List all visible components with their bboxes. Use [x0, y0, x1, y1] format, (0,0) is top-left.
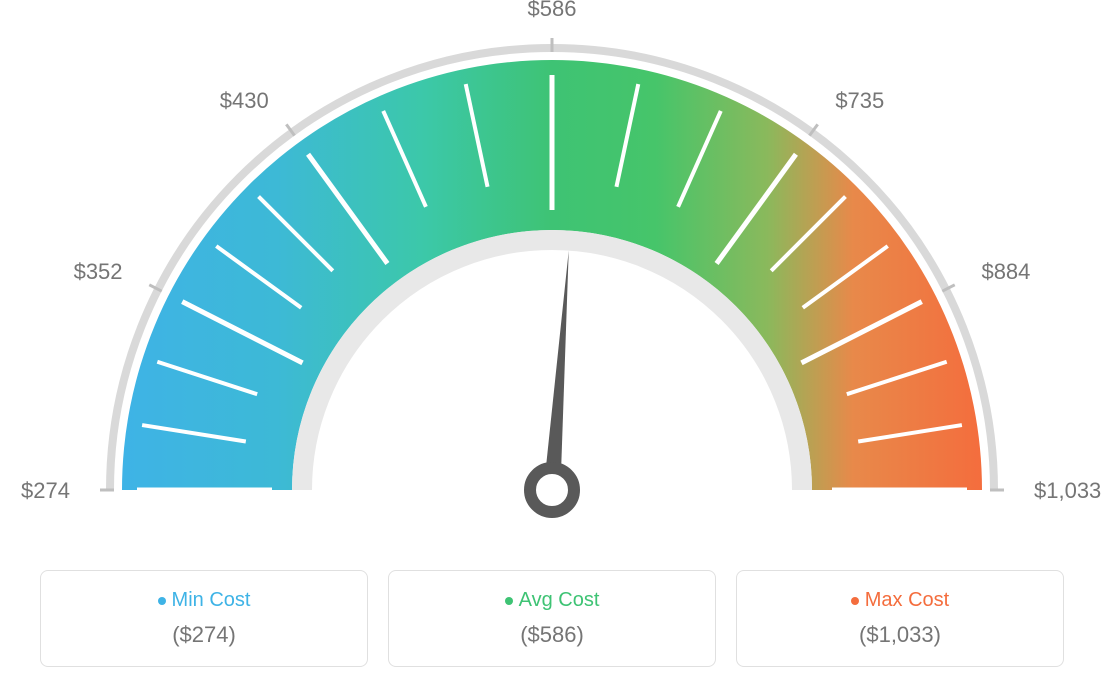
gauge-tick-label: $352 [74, 259, 123, 284]
legend-label-min: Min Cost [65, 589, 343, 612]
gauge-tick-label: $430 [220, 88, 269, 113]
dot-icon [158, 597, 166, 605]
gauge-tick-label: $586 [528, 0, 577, 21]
gauge-needle [544, 251, 569, 491]
legend-card-min: Min Cost ($274) [40, 570, 368, 667]
legend-label-max-text: Max Cost [865, 589, 949, 611]
gauge-hub [530, 468, 574, 512]
legend-card-max: Max Cost ($1,033) [736, 570, 1064, 667]
legend-value-min: ($274) [65, 622, 343, 648]
legend-label-avg-text: Avg Cost [519, 589, 600, 611]
gauge-tick-label: $1,033 [1034, 478, 1101, 503]
gauge-tick-label: $735 [835, 88, 884, 113]
dot-icon [505, 597, 513, 605]
dot-icon [851, 597, 859, 605]
legend-card-avg: Avg Cost ($586) [388, 570, 716, 667]
legend-label-avg: Avg Cost [413, 589, 691, 612]
legend-label-max: Max Cost [761, 589, 1039, 612]
legend-row: Min Cost ($274) Avg Cost ($586) Max Cost… [0, 560, 1104, 677]
cost-gauge-chart: $274 $352 $430 $586 $735 $884 $1,033 [0, 0, 1104, 560]
gauge-svg: $274 $352 $430 $586 $735 $884 $1,033 [0, 0, 1104, 560]
legend-value-max: ($1,033) [761, 622, 1039, 648]
gauge-tick-label: $884 [981, 259, 1030, 284]
legend-label-min-text: Min Cost [172, 589, 251, 611]
legend-value-avg: ($586) [413, 622, 691, 648]
gauge-tick-label: $274 [21, 478, 70, 503]
